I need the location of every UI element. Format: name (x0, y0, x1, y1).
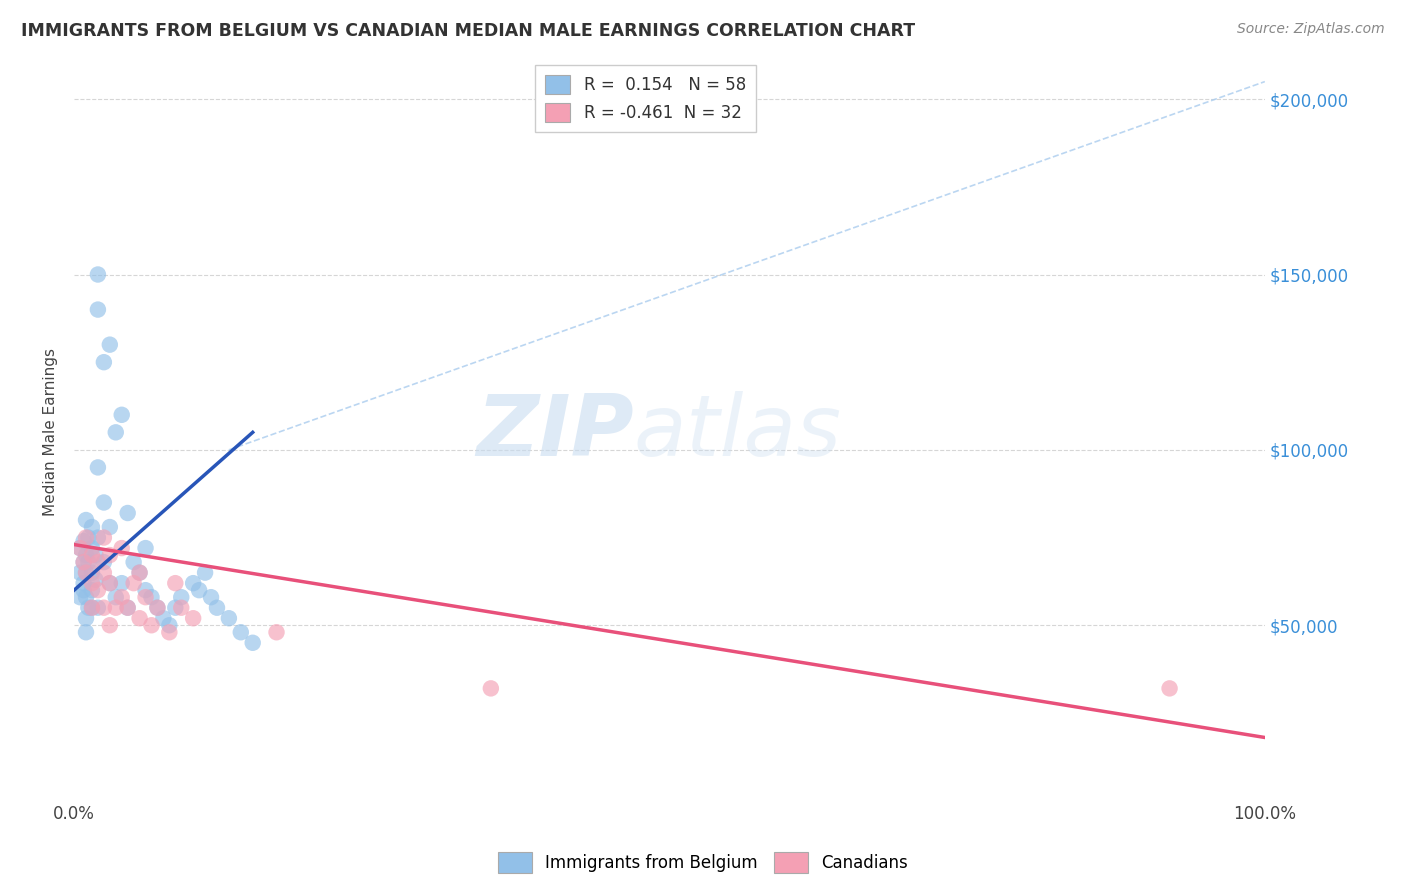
Point (170, 600, 193, 615)
Point (117, 600, 139, 615)
Point (98, 618, 121, 632)
Point (128, 611, 150, 625)
Point (98, 576, 121, 591)
Point (181, 576, 204, 591)
Point (98, 337, 121, 351)
Point (479, 681, 502, 696)
Point (87, 460, 110, 475)
Point (72, 555, 94, 569)
Point (165, 600, 187, 615)
Point (157, 618, 180, 632)
Legend: Immigrants from Belgium, Canadians: Immigrants from Belgium, Canadians (492, 846, 914, 880)
Point (111, 576, 134, 591)
Point (84, 573, 107, 587)
Point (75, 531, 97, 545)
Point (69, 541, 91, 555)
Point (98, 520, 121, 534)
Point (122, 576, 145, 591)
Point (152, 611, 174, 625)
Point (93, 600, 115, 615)
Point (72, 583, 94, 598)
Point (205, 600, 228, 615)
Point (80, 541, 103, 555)
Point (87, 600, 110, 615)
Legend: R =  0.154   N = 58, R = -0.461  N = 32: R = 0.154 N = 58, R = -0.461 N = 32 (536, 65, 756, 132)
Point (242, 636, 264, 650)
Point (69, 566, 91, 580)
Point (135, 541, 157, 555)
Point (104, 590, 127, 604)
Point (84, 548, 107, 562)
Point (77, 531, 100, 545)
Point (128, 566, 150, 580)
Point (146, 600, 169, 615)
Text: ZIP: ZIP (477, 391, 634, 474)
Point (111, 541, 134, 555)
Point (194, 566, 217, 580)
Text: IMMIGRANTS FROM BELGIUM VS CANADIAN MEDIAN MALE EARNINGS CORRELATION CHART: IMMIGRANTS FROM BELGIUM VS CANADIAN MEDI… (21, 22, 915, 40)
Point (75, 625, 97, 640)
Point (104, 425, 127, 440)
Text: atlas: atlas (634, 391, 842, 474)
Point (87, 268, 110, 282)
Point (77, 600, 100, 615)
Point (128, 566, 150, 580)
Point (93, 355, 115, 369)
Point (157, 625, 180, 640)
Point (111, 590, 134, 604)
Point (218, 611, 240, 625)
Point (200, 590, 222, 604)
Point (80, 600, 103, 615)
Point (181, 611, 204, 625)
Point (117, 506, 139, 520)
Point (80, 566, 103, 580)
Point (170, 590, 193, 604)
Point (80, 520, 103, 534)
Point (75, 548, 97, 562)
Point (87, 583, 110, 598)
Point (75, 513, 97, 527)
Point (80, 583, 103, 598)
Point (69, 590, 91, 604)
Point (87, 302, 110, 317)
Point (165, 576, 187, 591)
Point (93, 566, 115, 580)
Point (87, 555, 110, 569)
Point (111, 408, 134, 422)
Point (117, 600, 139, 615)
Point (98, 576, 121, 591)
Point (93, 555, 115, 569)
Point (98, 548, 121, 562)
Point (87, 531, 110, 545)
Point (72, 555, 94, 569)
Point (93, 531, 115, 545)
Point (104, 600, 127, 615)
Point (80, 600, 103, 615)
Point (75, 566, 97, 580)
Point (69, 541, 91, 555)
Point (72, 534, 94, 549)
Point (80, 548, 103, 562)
Point (1159, 681, 1181, 696)
Point (75, 611, 97, 625)
Point (77, 555, 100, 569)
Point (75, 590, 97, 604)
Point (141, 590, 163, 604)
Point (72, 576, 94, 591)
Point (80, 576, 103, 591)
Point (122, 555, 145, 569)
Point (135, 590, 157, 604)
Y-axis label: Median Male Earnings: Median Male Earnings (44, 349, 58, 516)
Point (135, 583, 157, 598)
Point (188, 583, 211, 598)
Point (229, 625, 252, 640)
Text: Source: ZipAtlas.com: Source: ZipAtlas.com (1237, 22, 1385, 37)
Point (75, 566, 97, 580)
Point (266, 625, 288, 640)
Point (93, 495, 115, 509)
Point (141, 618, 163, 632)
Point (146, 600, 169, 615)
